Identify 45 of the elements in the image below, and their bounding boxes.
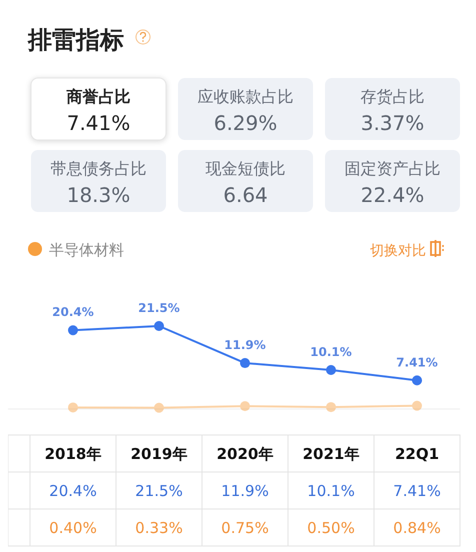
- text: 切换对比: [370, 243, 426, 259]
- text: 固定资产占比: [344, 159, 440, 178]
- data-label: 0.75%: [221, 519, 269, 537]
- legend-label: 半导体材料: [49, 241, 124, 259]
- point: [326, 402, 336, 412]
- data-label: 10.1%: [307, 482, 355, 500]
- text: 7.41%: [396, 355, 438, 370]
- data-label: 7.41%: [393, 482, 441, 500]
- point: [154, 402, 164, 413]
- text: 商誉占比: [66, 87, 130, 106]
- text: 6.64: [223, 183, 268, 207]
- point: [154, 321, 164, 331]
- data-label: 21.5%: [135, 482, 183, 500]
- data-label: 11.9%: [221, 482, 269, 500]
- text: 6.29%: [214, 111, 278, 135]
- data-label: 0.40%: [49, 519, 97, 537]
- x-tick-label: 2019年: [130, 445, 188, 463]
- x-tick-label: 2018年: [44, 445, 102, 463]
- x-tick-label: 2021年: [302, 445, 360, 463]
- data-label: 0.50%: [307, 519, 355, 537]
- point: [240, 401, 250, 412]
- point: [68, 402, 78, 412]
- data-label: 0.84%: [393, 519, 441, 537]
- data-label: 0.33%: [135, 519, 183, 537]
- text: 21.5%: [138, 301, 180, 315]
- text: 带息债务占比: [50, 159, 146, 178]
- x-tick-label: 22Q1: [394, 445, 440, 463]
- text: 10.1%: [310, 345, 352, 360]
- text: 排雷指标: [27, 26, 124, 54]
- text: 7.41%: [66, 111, 130, 135]
- text: 存货占比: [360, 87, 424, 106]
- point: [412, 400, 422, 411]
- text: 现金短债比: [206, 159, 286, 178]
- text: 3.37%: [360, 111, 424, 135]
- point: [240, 358, 250, 368]
- text: 11.9%: [224, 338, 266, 352]
- point: [68, 325, 78, 336]
- text: 20.4%: [52, 305, 94, 320]
- x-tick-label: 2020年: [216, 445, 274, 463]
- text: 应收账款占比: [198, 87, 294, 106]
- text: 18.3%: [66, 183, 130, 207]
- data-label: 20.4%: [49, 482, 97, 500]
- point: [412, 375, 422, 386]
- text: 22.4%: [360, 183, 424, 207]
- point: [326, 365, 336, 376]
